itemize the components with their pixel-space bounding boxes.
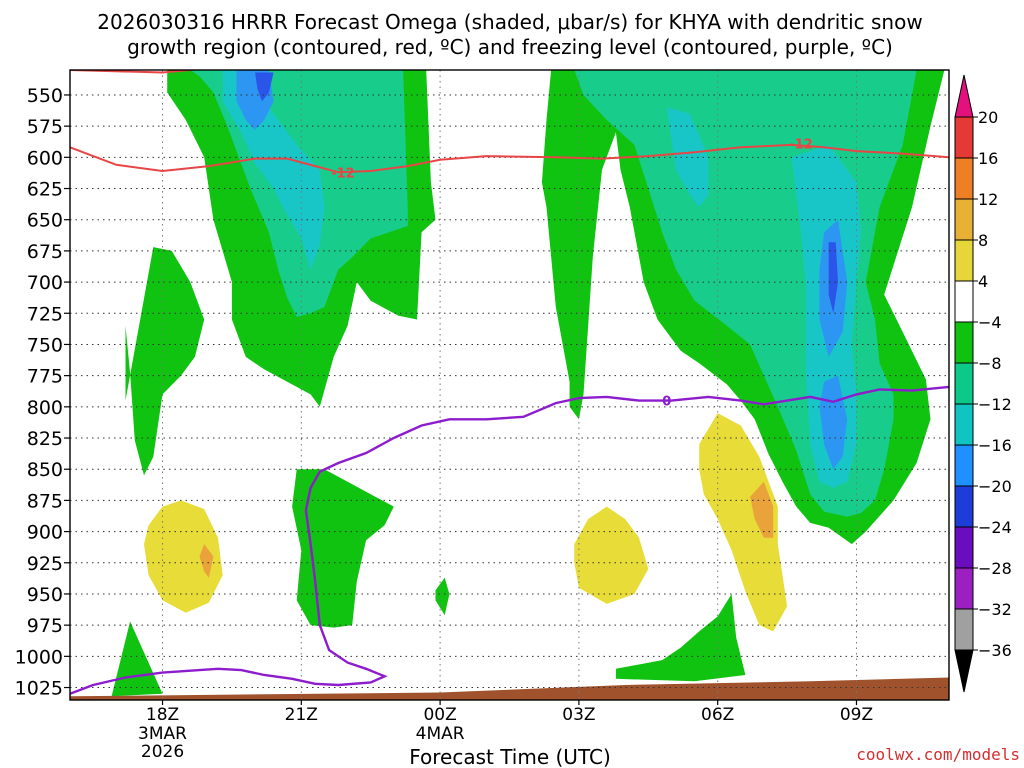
colorbar-label-3: 8: [978, 231, 988, 250]
y-tick-label-700: 700: [27, 272, 63, 294]
y-axis: 550 575 600 625 650 675 700 725 750 775 800 825 850 8…: [15, 85, 70, 700]
dgz-contour-line: [70, 143, 949, 174]
y-tick-label-625: 625: [27, 179, 63, 201]
x-tick-date-00Z: 4MAR: [416, 724, 465, 744]
colorbar-box-10: [954, 526, 974, 569]
chart-title-line-2: growth region (contoured, red, ºC) and f…: [127, 35, 893, 59]
omega-orange-region-0: [199, 544, 214, 578]
omega-yellow-region-0: [144, 500, 223, 613]
colorbar-box-7: [954, 403, 974, 446]
dgz-contour-label-2: -12: [789, 138, 813, 153]
contours: -12 -12 0: [70, 70, 949, 695]
y-tick-label-775: 775: [27, 366, 63, 388]
y-tick-label-850: 850: [27, 459, 63, 481]
freezing-contour-label: 0: [662, 395, 671, 410]
x-tick-label-09Z: 09Z: [840, 705, 873, 725]
omega-green-region-1: [125, 247, 205, 476]
colorbar-label-1: 16: [978, 149, 998, 168]
y-tick-label-825: 825: [27, 428, 63, 450]
colorbar-label-7: −12: [978, 395, 1012, 414]
colorbar-box-4: [954, 280, 974, 323]
x-tick-label-06Z: 06Z: [701, 705, 734, 725]
y-tick-label-975: 975: [27, 615, 63, 637]
omega-darkblue-region-1: [828, 242, 838, 314]
y-tick-label-550: 550: [27, 85, 63, 107]
colorbar-label-5: −4: [978, 313, 1002, 332]
site-credit: coolwx.com/models: [856, 745, 1020, 764]
x-axis-label: Forecast Time (UTC): [409, 745, 611, 768]
colorbar-box-5: [954, 321, 974, 364]
omega-green-region-6: [615, 594, 746, 682]
y-tick-label-725: 725: [27, 303, 63, 325]
freezing-contour-label-text: 0: [662, 395, 671, 410]
y-tick-label-925: 925: [27, 553, 63, 575]
colorbar-box-3: [954, 239, 974, 282]
colorbar-label-12: −32: [978, 600, 1012, 619]
x-tick-label-21Z: 21Z: [285, 705, 318, 725]
dgz-contour-label-1-text: -12: [331, 166, 355, 181]
x-tick-label-03Z: 03Z: [562, 705, 595, 725]
y-tick-label-1000: 1000: [15, 646, 63, 668]
plot-area: -12 -12 0: [70, 70, 949, 700]
colorbar-box-0: [954, 116, 974, 159]
ground-surface: [70, 677, 949, 700]
colorbar-label-11: −28: [978, 559, 1012, 578]
colorbar-box-2: [954, 198, 974, 241]
omega-orange-region-1: [750, 481, 774, 538]
colorbar-box-1: [954, 157, 974, 200]
dgz-contour-line-top: [70, 70, 202, 74]
colorbar-label-6: −8: [978, 354, 1002, 373]
chart-title-line-1: 2026030316 HRRR Forecast Omega (shaded, …: [97, 10, 922, 34]
freezing-level-line: [70, 385, 949, 695]
y-tick-label-575: 575: [27, 116, 63, 138]
colorbar-bottom-arrow: [954, 649, 974, 693]
colorbar-label-8: −16: [978, 436, 1012, 455]
y-tick-label-900: 900: [27, 522, 63, 544]
omega-cyan-region-1: [666, 107, 709, 208]
colorbar-box-11: [954, 567, 974, 610]
dgz-contour-label-2-text: -12: [789, 138, 813, 153]
colorbar-label-4: 4: [978, 272, 988, 291]
y-tick-label-1025: 1025: [15, 678, 63, 700]
omega-yellow-region-2: [699, 413, 788, 632]
y-tick-label-675: 675: [27, 241, 63, 263]
x-tick-label-00Z: 00Z: [423, 705, 456, 725]
colorbar-box-8: [954, 444, 974, 487]
y-tick-label-650: 650: [27, 210, 63, 232]
y-tick-label-950: 950: [27, 584, 63, 606]
y-tick-label-800: 800: [27, 397, 63, 419]
colorbar-label-0: 20: [978, 108, 998, 127]
omega-darkblue-region-0: [255, 72, 274, 102]
colorbar-box-6: [954, 362, 974, 405]
colorbar-label-13: −36: [978, 641, 1012, 660]
x-tick-label-18Z: 18Z: [146, 705, 179, 725]
y-tick-label-750: 750: [27, 334, 63, 356]
colorbar-label-2: 12: [978, 190, 998, 209]
gridlines: [70, 70, 949, 700]
dgz-contour-label-1: -12: [331, 166, 355, 181]
colorbar-box-9: [954, 485, 974, 528]
colorbar-box-12: [954, 608, 974, 651]
colorbar-label-10: −24: [978, 518, 1012, 537]
colorbar: 20 16 12 8 4 −4 −8 −12 −16 −20 −24 −28 −32 −36: [954, 74, 1012, 693]
omega-green-region-4: [435, 577, 450, 616]
x-tick-year-18Z: 2026: [141, 742, 184, 762]
colorbar-top-arrow: [954, 74, 974, 118]
omega-green-region-3: [292, 469, 394, 628]
x-tick-date-18Z: 3MAR: [138, 724, 187, 744]
plot-frame: [69, 69, 950, 701]
colorbar-label-9: −20: [978, 477, 1012, 496]
y-tick-label-600: 600: [27, 147, 63, 169]
y-tick-label-875: 875: [27, 490, 63, 512]
omega-yellow-region-1: [574, 506, 649, 604]
